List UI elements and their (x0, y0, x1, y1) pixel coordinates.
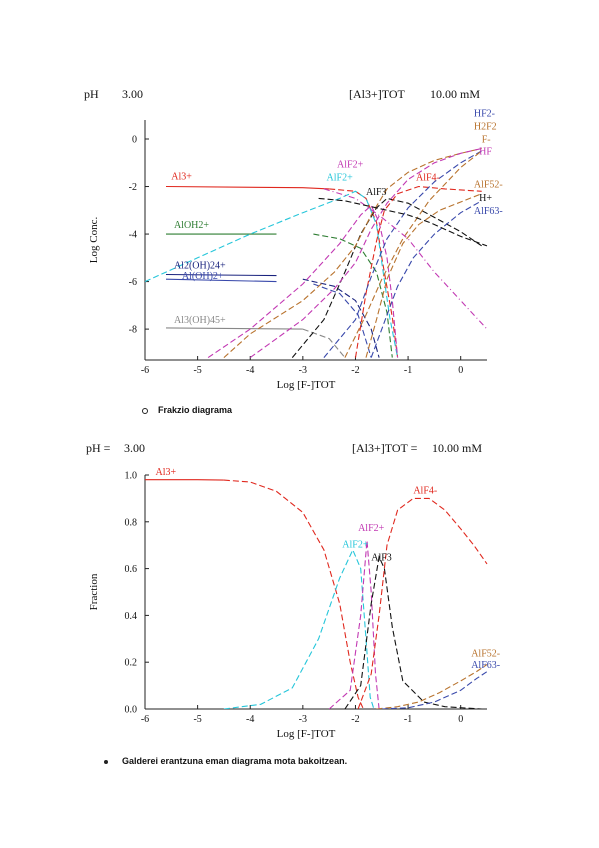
chart2-x-tick-label: -5 (193, 714, 201, 725)
chart1-x-tick-label: 0 (458, 365, 463, 376)
chart1-series-hf2 (323, 150, 482, 358)
chart2-label-alf63: AlF63- (471, 660, 500, 671)
chart2-y-tick-label: 0.2 (125, 658, 138, 669)
chart1-x-tick-label: -1 (404, 365, 412, 376)
chart1-conc-value: 10.00 mM (430, 87, 481, 101)
chart2-series-alf2 (328, 540, 380, 709)
caption-frakzio: Frakzio diagrama (142, 405, 232, 415)
chart2-y-tick-label: 0.8 (125, 517, 138, 528)
chart1-label-hf2: HF2- (474, 108, 495, 119)
chart1-y-tick-label: -2 (129, 182, 137, 193)
chart1-series-aloh2 (313, 233, 393, 358)
chart1-series-h2f2 (344, 150, 483, 358)
chart1-label-aloh2: AlOH2+ (174, 220, 209, 231)
chart1-series-al-oh-2 (165, 278, 277, 283)
chart1-label-al-oh-2: Al(OH)2+ (182, 271, 224, 282)
chart1-series-h (318, 197, 488, 247)
caption-galderei: Galderei erantzuna eman diagrama mota ba… (104, 756, 347, 766)
chart2-series-alf4 (357, 497, 488, 709)
chart1-series-al2-oh-24 (302, 278, 380, 358)
chart2-label-alf4: AlF4- (413, 486, 437, 497)
chart2-y-tick-label: 0.4 (125, 611, 138, 622)
chart1-x-tick-label: -3 (299, 365, 307, 376)
chart1-label-alf2: AlF2+ (337, 160, 364, 171)
chart2-series-alf3 (344, 555, 482, 709)
chart2-y-tick-label: 0.6 (125, 564, 138, 575)
chart1-x-axis-title: Log [F-]TOT (277, 379, 336, 391)
chart1-label-hf: HF (479, 146, 492, 157)
chart2-label-alf52: AlF52- (471, 648, 500, 659)
bullet-dot-icon (104, 759, 108, 764)
chart2-x-tick-label: -4 (246, 714, 254, 725)
chart2-label-al3: Al3+ (156, 467, 177, 478)
chart2-ph-label: pH = (86, 441, 111, 455)
chart1-x-tick-label: -2 (351, 365, 359, 376)
chart2-x-tick-label: -3 (299, 714, 307, 725)
chart2-series-alf2 (223, 548, 375, 709)
chart1-y-tick-label: -8 (129, 325, 137, 336)
chart1-conc-label: [Al3+]TOT (349, 87, 405, 101)
chart1-y-tick-label: -4 (129, 230, 137, 241)
log-concentration-chart: -6 -5 -4 -3 -2 -1 0 0 -2 -4 -6 -8 Log [F-]TOT Log Con… (88, 108, 503, 391)
chart2-ph-value: 3.00 (124, 441, 145, 455)
chart1-ph-value: 3.00 (122, 87, 143, 101)
bullet-ring-icon (142, 407, 148, 414)
fraction-chart: -6 -5 -4 -3 -2 -1 0 0.0 0.2 0.4 0.6 0.8 1.0 Log [F-]T… (88, 467, 500, 740)
chart1-series-al3 (165, 185, 330, 190)
chart1-y-tick-label: 0 (132, 135, 137, 146)
chart1-label-al3: Al3+ (171, 171, 192, 182)
chart1-label-alf63: AlF63- (474, 206, 503, 217)
chart2-x-tick-label: -6 (141, 714, 149, 725)
chart2-series-al3 (223, 479, 364, 709)
chart2-x-tick-label: -1 (404, 714, 412, 725)
chart2-conc-label: [Al3+]TOT = (352, 441, 418, 455)
chart1-series-al3 (329, 188, 399, 358)
chart1-label-f: F- (482, 135, 491, 146)
chart1-series-alf63 (370, 200, 482, 358)
chart1-series-alf2 (207, 204, 399, 359)
chart1-x-tick-label: -4 (246, 365, 254, 376)
chart1-series-alf3 (291, 197, 483, 358)
chart2-y-tick-label: 1.0 (125, 471, 138, 482)
chart1-label-alf2: AlF2+ (327, 173, 354, 184)
chart2-x-tick-label: 0 (458, 714, 463, 725)
chart1-series-al3-oh-45 (302, 328, 346, 358)
chart1-series-al2-oh-24 (165, 273, 277, 277)
chart1-series-f (223, 147, 482, 359)
chart1-series-hf (249, 147, 482, 359)
chart1-label-alf3: AlF3 (366, 187, 387, 198)
chart1-label-h: H+ (479, 193, 492, 204)
chart1-series-al3-oh-45 (165, 327, 303, 330)
chart2-series-alf52 (376, 664, 488, 709)
chart1-series-alf2 (145, 190, 399, 358)
chart1-label-al2-oh-24: Al2(OH)24+ (174, 261, 226, 272)
chart1-series-al-oh-2 (313, 283, 372, 358)
chart1-label-h2f2: H2F2 (474, 122, 497, 133)
chart2-x-tick-label: -2 (351, 714, 359, 725)
chart2-label-alf2: AlF2+ (342, 540, 369, 551)
chart2-x-axis-title: Log [F-]TOT (277, 728, 336, 740)
chart1-series-alf52 (365, 193, 482, 358)
chart2-conc-value: 10.00 mM (432, 441, 483, 455)
chart1-ph-label: pH (84, 87, 99, 101)
chart2-label-alf3: AlF3 (371, 552, 392, 563)
chart2-y-tick-label: 0.0 (125, 705, 138, 716)
chart2-label-alf2: AlF2+ (358, 523, 385, 534)
chart1-label-al3-oh-45: Al3(OH)45+ (174, 315, 226, 326)
chart1-label-alf52: AlF52- (474, 180, 503, 191)
chart1-label-alf4: AlF4- (416, 173, 440, 184)
chart2-series-alf63 (381, 671, 488, 709)
chart2-y-axis-title: Fraction (88, 573, 100, 610)
chart1-y-tick-label: -6 (129, 277, 137, 288)
chart1-x-tick-label: -5 (193, 365, 201, 376)
chart1-x-tick-label: -6 (141, 365, 149, 376)
chart1-y-axis-title: Log Conc. (88, 217, 100, 264)
